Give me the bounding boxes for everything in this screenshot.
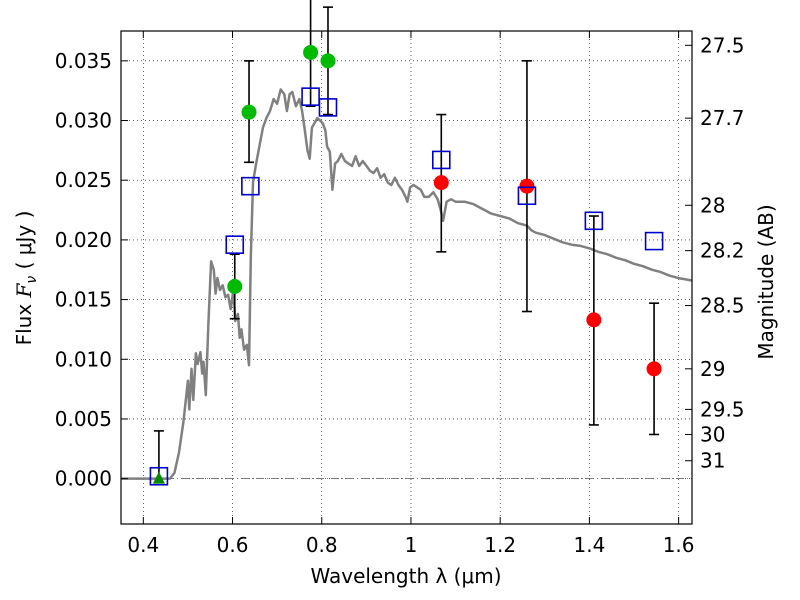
green-point — [303, 44, 319, 60]
x-axis-label: Wavelength λ (μm) — [310, 564, 501, 588]
red-point — [586, 312, 602, 328]
right-tick-labels: 27.5 27.7 28 28.2 28.5 29 29.530 31 — [700, 33, 745, 472]
blue-square-point — [517, 186, 537, 206]
y-tick-label: 0.015 — [55, 288, 112, 312]
plot-frame — [120, 30, 693, 525]
right-tick-label: 30 — [700, 422, 725, 446]
x-tick-label: 1.4 — [573, 533, 605, 557]
y-axis-label-suffix: ( μJy ) — [12, 211, 36, 276]
x-tick-label: 1.6 — [663, 533, 695, 557]
x-tick-labels: 0.4 0.6 0.8 1 1.2 1.4 1.6 — [127, 533, 694, 557]
model-sed-line — [121, 88, 693, 480]
y-tick-label: 0.025 — [55, 168, 112, 192]
y-axis-label-subscript: ν — [24, 276, 40, 284]
x-tick-label: 1 — [405, 533, 418, 557]
green-point — [241, 104, 257, 120]
blue-square-point — [149, 466, 169, 486]
red-point — [646, 361, 662, 377]
x-tick-label: 1.2 — [484, 533, 516, 557]
y-axis-label: Flux Fν ( μJy ) — [12, 211, 40, 346]
x-tick-label: 0.6 — [217, 533, 249, 557]
y-tick-label: 0.010 — [55, 347, 112, 371]
y-tick-label: 0.030 — [55, 109, 112, 133]
y-axis-label-prefix: Flux — [12, 297, 36, 345]
right-tick-label: 29 — [700, 357, 725, 381]
blue-square-point — [301, 87, 320, 106]
y-tick-label: 0.005 — [55, 407, 112, 431]
y-tick-label: 0.020 — [55, 228, 112, 252]
red-point — [433, 175, 449, 191]
y-tick-labels: 0.000 0.005 0.010 0.015 0.020 0.025 0.030 0.035 — [55, 49, 112, 491]
data-markers — [149, 44, 664, 486]
axis-ticks — [121, 31, 692, 524]
right-tick-label: 28.5 — [700, 294, 745, 318]
plot-background — [121, 31, 692, 524]
blue-square-point — [584, 211, 604, 231]
x-tick-label: 0.4 — [127, 533, 159, 557]
green-point — [320, 53, 336, 69]
blue-square-point — [241, 176, 260, 196]
y-tick-label: 0.035 — [55, 49, 112, 73]
blue-square-point — [318, 98, 338, 117]
blue-square-point — [644, 231, 664, 251]
y-tick-label: 0.000 — [55, 467, 112, 491]
right-tick-label: 28.2 — [700, 239, 745, 263]
green-triangle-point — [152, 471, 165, 484]
model-sed — [121, 88, 693, 480]
right-tick-label: 31 — [700, 449, 725, 473]
right-tick-label: 29.5 — [700, 397, 745, 421]
blue-square-point — [225, 235, 245, 254]
green-point — [227, 278, 243, 294]
right-tick-label: 28 — [700, 193, 725, 217]
y-axis-label-symbol: F — [12, 282, 36, 298]
blue-square-point — [431, 150, 451, 170]
right-axis-label: Magnitude (AB) — [754, 204, 778, 359]
right-tick-label: 27.5 — [700, 33, 745, 57]
right-tick-label: 27.7 — [700, 106, 745, 130]
x-tick-label: 0.8 — [306, 533, 338, 557]
red-point — [519, 178, 535, 194]
